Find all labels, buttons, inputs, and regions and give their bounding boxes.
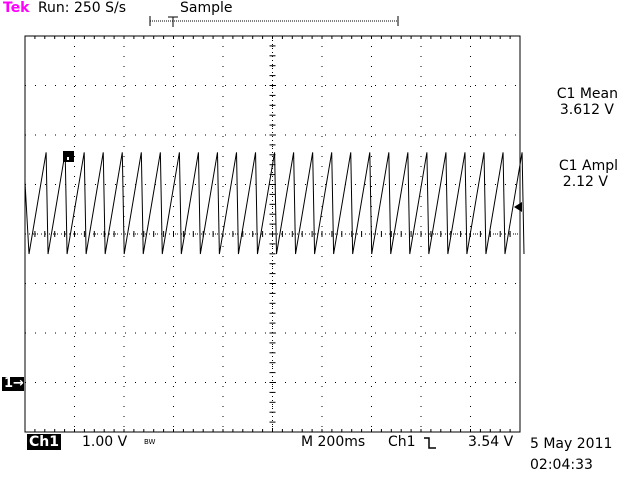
trigger-level: 3.54 V (468, 434, 514, 450)
measurement-value-2: 2.12 V (562, 174, 608, 190)
ch1-ground-marker: 1→ (4, 376, 24, 391)
brand-logo: Tek (3, 0, 30, 16)
trigger-source: Ch1 (388, 434, 416, 450)
measurement-label-2: C1 Ampl (558, 158, 618, 174)
timebase: M 200ms (301, 434, 366, 450)
ch1-ground-marker-bg (2, 377, 24, 391)
falling-edge-icon (424, 437, 436, 449)
graticule (24, 35, 521, 433)
acquisition-header: Tek Run: 250 S/s (3, 0, 126, 16)
trigger-t-icon (168, 16, 178, 27)
channel-label: Ch1 (27, 434, 61, 450)
measurement-value-1: 3.612 V (559, 102, 614, 118)
date-display: 5 May 2011 (530, 436, 613, 452)
trigger-marker-icon (63, 151, 74, 162)
measurement-label-1: C1 Mean (556, 86, 618, 102)
ch1-waveform-trace (24, 152, 525, 255)
bandwidth-limit-indicator: BW (144, 438, 156, 446)
acquisition-mode: Sample (180, 0, 233, 16)
acquisition-state: Run: 250 S/s (37, 0, 127, 16)
trigger-position-bracket (149, 16, 399, 27)
volts-per-div: 1.00 V (82, 434, 128, 450)
time-display: 02:04:33 (530, 457, 593, 473)
trigger-level-arrow-icon (514, 202, 522, 212)
